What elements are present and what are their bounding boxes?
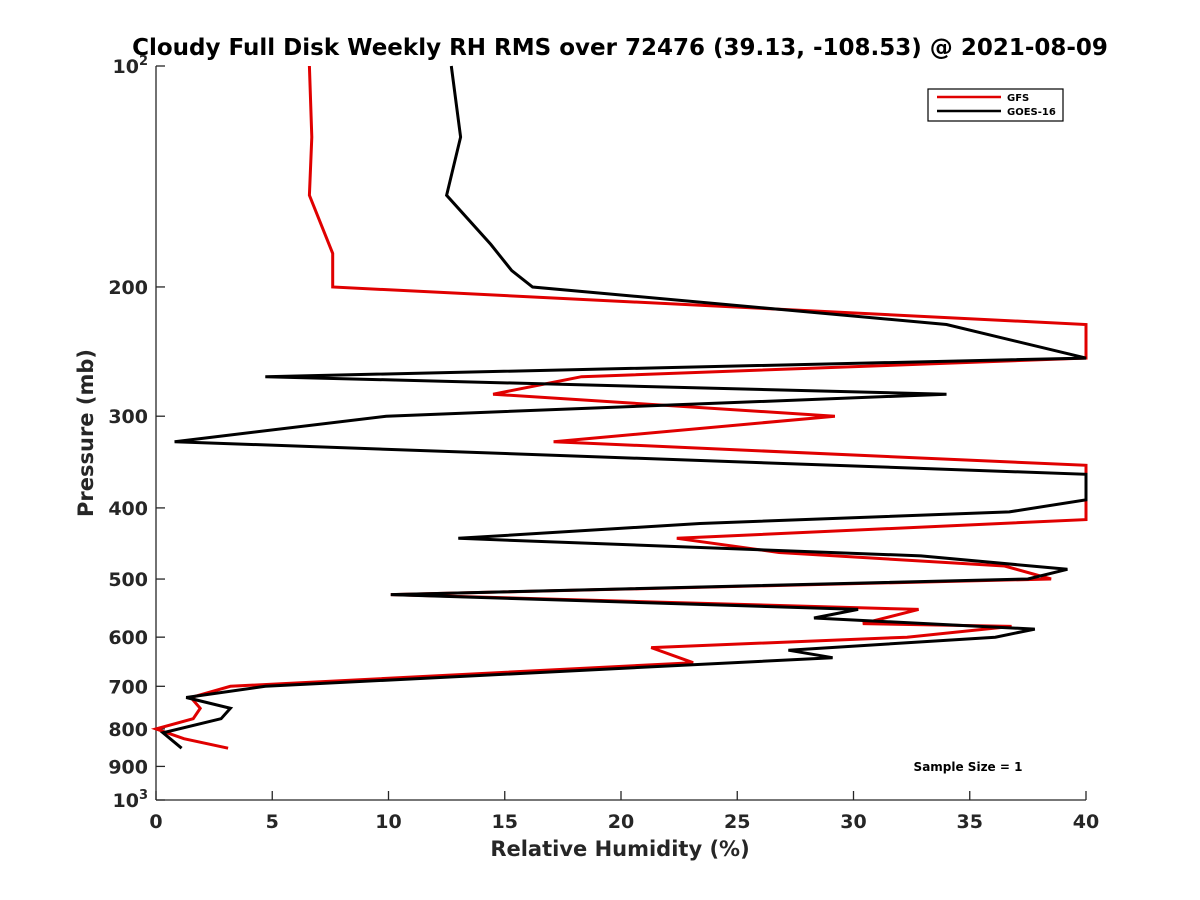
y-tick-label: 300 [108, 406, 148, 428]
legend-box [927, 88, 1064, 122]
x-tick-label: 0 [149, 811, 162, 833]
x-axis: 0 5 10 15 20 25 30 35 40 [149, 791, 1099, 833]
x-tick-label: 20 [608, 811, 634, 833]
y-tick-label: 800 [108, 719, 148, 741]
y-tick-label: 500 [108, 569, 148, 591]
y-tick-label: 600 [108, 627, 148, 649]
x-axis-label: Relative Humidity (%) [490, 837, 749, 861]
x-tick-label: 25 [724, 811, 750, 833]
chart-title: Cloudy Full Disk Weekly RH RMS over 7247… [132, 35, 1108, 61]
plot-area [155, 66, 1086, 801]
series-line-goes16 [159, 65, 1088, 750]
y-axis-label: Pressure (mb) [74, 349, 98, 517]
x-tick-label: 5 [266, 811, 279, 833]
y-tick-label: 900 [108, 756, 148, 778]
series-layer [150, 65, 1088, 750]
y-tick-label: 102 [113, 54, 149, 78]
y-tick-label: 200 [108, 277, 148, 299]
legend-label-goes16: GOES-16 [1007, 107, 1056, 118]
x-tick-label: 15 [492, 811, 518, 833]
sample-size-annotation: Sample Size = 1 [914, 760, 1023, 774]
x-tick-label: 35 [957, 811, 983, 833]
legend-label-gfs: GFS [1007, 93, 1029, 104]
y-tick-label: 400 [108, 498, 148, 520]
y-tick-label: 700 [108, 676, 148, 698]
legend: GFS GOES-16 [927, 88, 1064, 122]
x-tick-label: 40 [1073, 811, 1099, 833]
y-axis: 102 200 300 400 500 600 700 800 900 103 [108, 54, 165, 812]
x-tick-label: 10 [375, 811, 401, 833]
y-tick-label: 103 [113, 788, 149, 812]
x-tick-label: 30 [840, 811, 866, 833]
